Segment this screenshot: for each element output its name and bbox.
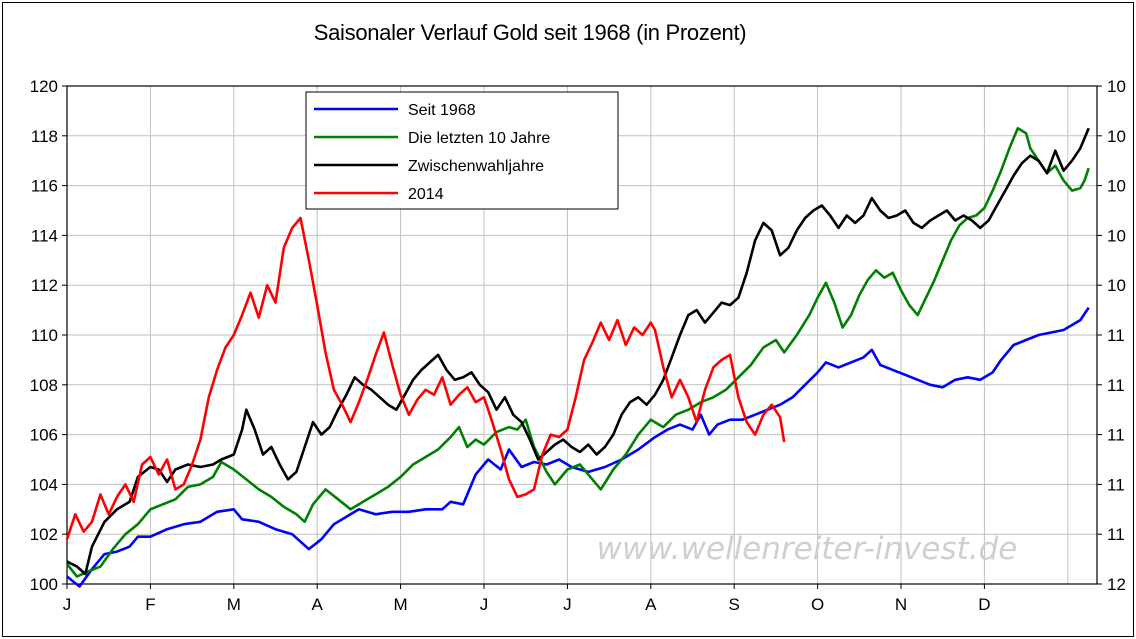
legend-label: Die letzten 10 Jahre	[408, 130, 550, 147]
y-right-tick-label: 10	[1107, 127, 1126, 146]
y-right-tick-label: 10	[1107, 226, 1126, 245]
y-tick-label: 106	[30, 426, 58, 445]
watermark: www.wellenreiter-invest.de	[597, 531, 1018, 567]
x-tick-label: A	[645, 595, 657, 614]
y-tick-label: 112	[31, 276, 58, 295]
y-right-tick-label: 10	[1107, 177, 1126, 196]
x-tick-label: N	[895, 595, 907, 614]
y-right-tick-label: 10	[1107, 77, 1126, 96]
y-right-tick-label: 11	[1107, 426, 1125, 445]
series-line	[66, 127, 1090, 576]
x-tick-label: J	[563, 595, 572, 614]
y-tick-label: 108	[30, 376, 58, 395]
y-axis-left: 100 102 104 106 108 110 112 114 116 118 120	[30, 77, 67, 594]
legend-label: Zwischenwahljahre	[408, 158, 544, 175]
series-line	[66, 306, 1090, 588]
y-right-tick-label: 12	[1107, 575, 1126, 594]
y-tick-label: 102	[30, 525, 58, 544]
x-tick-label: F	[145, 595, 155, 614]
y-right-tick-label: 11	[1107, 376, 1125, 395]
y-axis-right: 12 11 11 11 11 11 10 10 10 10 10	[1097, 77, 1126, 594]
y-tick-label: 100	[30, 575, 58, 594]
y-right-tick-label: 11	[1107, 326, 1125, 345]
chart-title: Saisonaler Verlauf Gold seit 1968 (in Pr…	[313, 20, 747, 45]
x-tick-label: M	[394, 595, 408, 614]
y-tick-label: 120	[30, 77, 58, 96]
legend-box	[305, 91, 619, 210]
x-tick-label: A	[312, 595, 324, 614]
y-tick-label: 104	[30, 475, 58, 494]
series-layer	[65, 127, 1090, 588]
y-right-tick-label: 10	[1107, 276, 1126, 295]
y-tick-label: 116	[31, 177, 58, 196]
legend-label: 2014	[408, 186, 444, 203]
x-tick-label: J	[63, 595, 72, 614]
series-line	[65, 127, 1090, 578]
series-line	[65, 216, 786, 540]
y-tick-label: 118	[31, 127, 58, 146]
x-tick-label: J	[480, 595, 489, 614]
legend-label: Seit 1968	[408, 102, 476, 119]
y-tick-label: 110	[31, 326, 58, 345]
y-right-tick-label: 11	[1107, 525, 1125, 544]
y-right-tick-label: 11	[1107, 475, 1125, 494]
x-tick-label: M	[227, 595, 241, 614]
y-tick-label: 114	[31, 226, 58, 245]
x-tick-label: S	[729, 595, 740, 614]
x-tick-label: O	[811, 595, 824, 614]
x-tick-label: D	[978, 595, 990, 614]
legend: Seit 1968 Die letzten 10 Jahre Zwischenwah…	[305, 91, 619, 210]
